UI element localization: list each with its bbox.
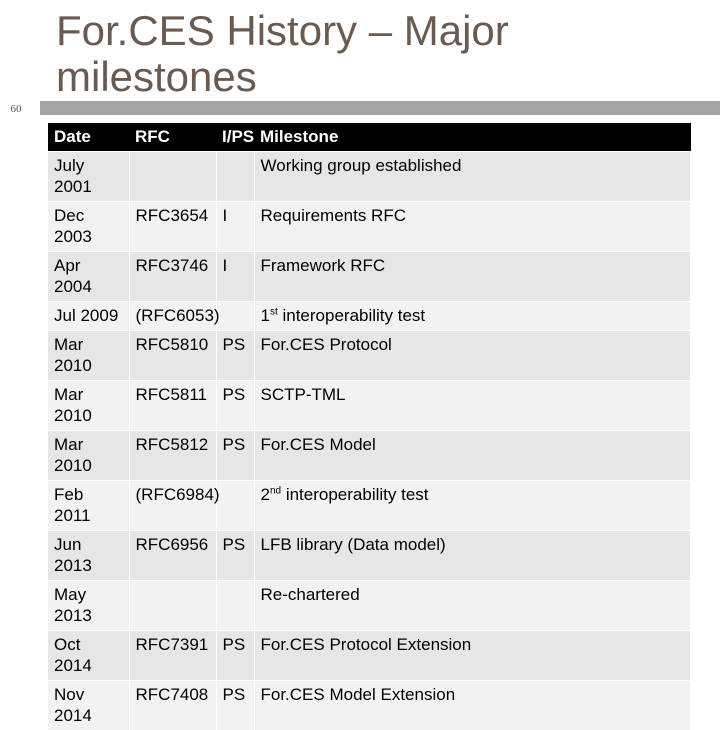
- cell-milestone: For.CES Protocol: [254, 331, 691, 381]
- cell-rfc: RFC3746: [129, 252, 216, 302]
- cell-milestone: For.CES Model: [254, 431, 691, 481]
- header-milestone: Milestone: [254, 123, 691, 152]
- table-row: Mar 2010 RFC5811 PS SCTP-TML: [48, 381, 691, 431]
- cell-ips: [216, 481, 254, 531]
- cell-ips: PS: [216, 431, 254, 481]
- cell-date: Nov 2014: [48, 681, 129, 730]
- cell-date: July 2001: [48, 152, 129, 202]
- ordinal-suffix: st: [270, 306, 278, 317]
- table-row: May 2013 Re-chartered: [48, 581, 691, 631]
- table-row: Mar 2010 RFC5812 PS For.CES Model: [48, 431, 691, 481]
- cell-date: Jul 2009: [48, 302, 129, 331]
- table-row: Mar 2010 RFC5810 PS For.CES Protocol: [48, 331, 691, 381]
- header-rfc: RFC: [129, 123, 216, 152]
- cell-ips: [216, 152, 254, 202]
- table-header-row: Date RFC I/PS Milestone: [48, 123, 691, 152]
- table-row: Dec 2003 RFC3654 I Requirements RFC: [48, 202, 691, 252]
- cell-milestone: SCTP-TML: [254, 381, 691, 431]
- cell-ips: PS: [216, 331, 254, 381]
- cell-rfc: RFC7391: [129, 631, 216, 681]
- title-divider: [40, 101, 720, 115]
- cell-milestone: 1st interoperability test: [254, 302, 691, 331]
- cell-milestone: Working group established: [254, 152, 691, 202]
- cell-milestone: Re-chartered: [254, 581, 691, 631]
- cell-rfc: (RFC6053): [129, 302, 216, 331]
- cell-rfc: [129, 152, 216, 202]
- milestone-table: Date RFC I/PS Milestone July 2001 Workin…: [48, 123, 691, 730]
- milestone-ordinal: 1: [261, 306, 270, 325]
- cell-milestone: For.CES Protocol Extension: [254, 631, 691, 681]
- cell-date: Apr 2004: [48, 252, 129, 302]
- milestone-text: interoperability test: [278, 306, 425, 325]
- cell-ips: PS: [216, 631, 254, 681]
- cell-ips: [216, 302, 254, 331]
- cell-rfc: RFC5811: [129, 381, 216, 431]
- cell-date: Feb 2011: [48, 481, 129, 531]
- cell-rfc: (RFC6984): [129, 481, 216, 531]
- table-row: Apr 2004 RFC3746 I Framework RFC: [48, 252, 691, 302]
- cell-date: May 2013: [48, 581, 129, 631]
- cell-date: Oct 2014: [48, 631, 129, 681]
- cell-milestone: For.CES Model Extension: [254, 681, 691, 730]
- page-number: 60: [0, 103, 32, 115]
- cell-ips: PS: [216, 531, 254, 581]
- cell-ips: PS: [216, 381, 254, 431]
- cell-date: Mar 2010: [48, 381, 129, 431]
- cell-rfc: RFC5812: [129, 431, 216, 481]
- cell-ips: [216, 581, 254, 631]
- table-row: Jun 2013 RFC6956 PS LFB library (Data mo…: [48, 531, 691, 581]
- table-row: Jul 2009 (RFC6053) 1st interoperability …: [48, 302, 691, 331]
- ordinal-suffix: nd: [270, 485, 281, 496]
- cell-milestone: Framework RFC: [254, 252, 691, 302]
- cell-rfc: [129, 581, 216, 631]
- table-row: Nov 2014 RFC7408 PS For.CES Model Extens…: [48, 681, 691, 730]
- table-row: July 2001 Working group established: [48, 152, 691, 202]
- cell-ips: I: [216, 252, 254, 302]
- milestone-ordinal: 2: [261, 485, 270, 504]
- cell-rfc: RFC7408: [129, 681, 216, 730]
- cell-milestone: 2nd interoperability test: [254, 481, 691, 531]
- slide-title: For.CES History – Major milestones: [56, 8, 696, 100]
- cell-rfc: RFC3654: [129, 202, 216, 252]
- header-ips: I/PS: [216, 123, 254, 152]
- cell-ips: I: [216, 202, 254, 252]
- milestone-text: interoperability test: [281, 485, 428, 504]
- cell-date: Mar 2010: [48, 331, 129, 381]
- cell-ips: PS: [216, 681, 254, 730]
- table-row: Oct 2014 RFC7391 PS For.CES Protocol Ext…: [48, 631, 691, 681]
- cell-date: Dec 2003: [48, 202, 129, 252]
- cell-milestone: LFB library (Data model): [254, 531, 691, 581]
- cell-milestone: Requirements RFC: [254, 202, 691, 252]
- cell-date: Jun 2013: [48, 531, 129, 581]
- table-row: Feb 2011 (RFC6984) 2nd interoperability …: [48, 481, 691, 531]
- cell-date: Mar 2010: [48, 431, 129, 481]
- header-date: Date: [48, 123, 129, 152]
- cell-rfc: RFC6956: [129, 531, 216, 581]
- cell-rfc: RFC5810: [129, 331, 216, 381]
